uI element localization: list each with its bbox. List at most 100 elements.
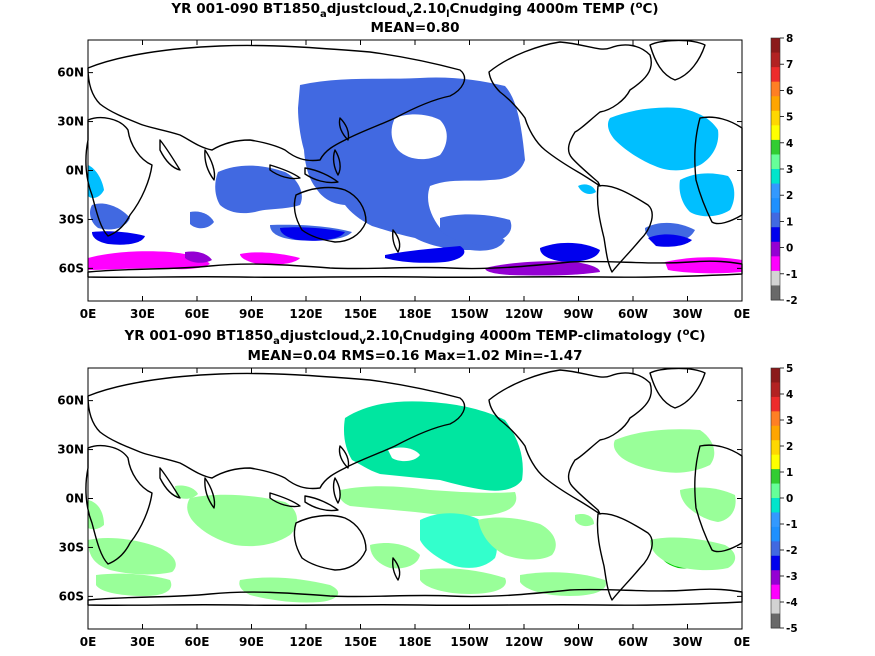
colorbar-swatch	[771, 483, 780, 499]
colorbar-swatch	[771, 411, 780, 427]
colorbar-label: 4	[786, 138, 793, 150]
colorbar-label: 0	[786, 493, 793, 505]
y-tick-label: 60S	[59, 589, 84, 603]
colorbar-label: 5	[786, 112, 793, 124]
chart-subtitle-top: MEAN=0.80	[370, 20, 459, 36]
sw-pacific-region	[478, 517, 556, 560]
colorbar-label: -1	[786, 519, 798, 531]
colorbar-label: 7	[786, 59, 793, 71]
s-pacific-region	[440, 214, 512, 245]
colorbar-swatch	[771, 396, 780, 412]
n-atlantic-region	[613, 429, 715, 473]
s-pacific-region	[420, 513, 497, 568]
x-tick-label: 60E	[185, 307, 210, 321]
colorbar-swatch	[771, 81, 780, 97]
colorbar-swatch	[771, 38, 780, 54]
colorbar-label: 2	[786, 441, 793, 453]
colorbar-swatch	[771, 67, 780, 83]
colorbar-swatch	[771, 285, 780, 301]
s-indian-region	[190, 211, 214, 229]
x-tick-label: 150W	[450, 307, 488, 321]
colorbar-label: 8	[786, 33, 793, 45]
colorbar-bottom: 5 4 3 2 1 0 -1 -2 -3 -4 -5	[770, 363, 798, 635]
colorbar-label: 1	[786, 216, 793, 228]
x-tick-label: 150E	[344, 635, 377, 649]
colorbar-label: -3	[786, 571, 798, 583]
x-tick-label: 90E	[239, 635, 264, 649]
colorbar-swatch	[771, 270, 780, 286]
colorbar-label: -5	[786, 623, 798, 635]
colorbar-swatch	[771, 110, 780, 126]
southern-ocean-magenta-region-2	[240, 252, 300, 265]
y-tick-label: 30N	[57, 443, 84, 457]
colorbar-label: -2	[786, 295, 798, 307]
x-tick-label: 30E	[130, 307, 155, 321]
chart-title-top: YR 001-090 BT1850adjustcloudv2.10lCnudgi…	[170, 0, 658, 20]
y-ticks-top: 60N 30N 0N 30S 60S	[57, 66, 742, 275]
field-regions-top	[88, 77, 742, 276]
southern-ocean-purple-region-2	[185, 251, 212, 263]
colorbar-swatch	[771, 183, 780, 199]
colorbar-top: 8 7 6 5 4 3 2 1 0 -1 -2	[770, 33, 798, 307]
x-tick-label: 120W	[505, 635, 543, 649]
y-tick-label: 60S	[59, 261, 84, 275]
x-tick-label: 90W	[564, 635, 594, 649]
x-tick-label: 90E	[239, 307, 264, 321]
colorbar-label: -1	[786, 269, 798, 281]
colorbar-label: -2	[786, 545, 798, 557]
map-top: 0E 30E 60E 90E 120E 150E 180E 150W 120W 90W 60W 30W…	[57, 39, 750, 321]
s-atlantic-region	[679, 173, 735, 217]
s-pacific-deep-region	[385, 246, 465, 263]
x-tick-label: 30E	[130, 635, 155, 649]
colorbar-swatch	[771, 212, 780, 228]
colorbar-swatch	[771, 613, 780, 629]
central-pacific-region	[298, 77, 525, 251]
y-tick-label: 30N	[57, 115, 84, 129]
colorbar-swatch	[771, 227, 780, 243]
x-tick-label: 30W	[673, 635, 703, 649]
y-tick-label: 30S	[59, 212, 84, 226]
colorbar-label: 6	[786, 85, 793, 97]
x-tick-label: 30W	[673, 307, 703, 321]
s-indian-region	[96, 573, 172, 596]
panel-top: YR 001-090 BT1850adjustcloudv2.10lCnudgi…	[57, 0, 797, 321]
colorbar-swatch	[771, 469, 780, 485]
x-tick-label: 60W	[618, 307, 648, 321]
australia-s-region	[280, 227, 345, 241]
chart-subtitle-bottom: MEAN=0.04 RMS=0.16 Max=1.02 Min=-1.47	[247, 348, 582, 364]
colorbar-label: 1	[786, 467, 793, 479]
x-tick-label: 90W	[564, 307, 594, 321]
trop-atlantic-region	[680, 487, 736, 522]
x-tick-label: 0E	[734, 635, 751, 649]
colorbar-label: 5	[786, 363, 793, 375]
colorbar-label: 2	[786, 190, 793, 202]
colorbar-swatch	[771, 125, 780, 141]
x-tick-label: 150W	[450, 635, 488, 649]
africa-west-region	[88, 165, 104, 198]
pacific-hole	[391, 114, 447, 160]
y-tick-label: 0N	[66, 164, 84, 178]
colorbar-swatch	[771, 512, 780, 528]
y-tick-label: 0N	[66, 492, 84, 506]
colorbar-swatch	[771, 584, 780, 600]
colorbar-swatch	[771, 454, 780, 470]
colorbar-swatch	[771, 368, 780, 383]
colorbar-label: 0	[786, 243, 793, 255]
x-ticks-bottom: 0E 30E 60E 90E 120E 150E 180E 150W 120W 90W 60W 30W…	[80, 368, 751, 649]
indian-ocean-region	[215, 165, 302, 214]
sw-indian-deep-region	[92, 231, 145, 245]
x-tick-label: 0E	[80, 635, 97, 649]
n-pacific-hole	[388, 447, 420, 462]
colorbar-swatch	[771, 241, 780, 257]
y-tick-label: 60N	[57, 66, 84, 80]
y-ticks-bottom: 60N 30N 0N 30S 60S	[57, 394, 742, 603]
tropical-pacific-region	[339, 486, 517, 517]
x-tick-label: 60E	[185, 635, 210, 649]
colorbar-swatch	[771, 382, 780, 398]
colorbar-label: 3	[786, 164, 793, 176]
colorbar-label: -4	[786, 597, 798, 609]
atlantic-small-region	[575, 514, 594, 527]
x-tick-label: 180E	[398, 307, 431, 321]
southern-ocean-magenta-region	[88, 251, 210, 270]
